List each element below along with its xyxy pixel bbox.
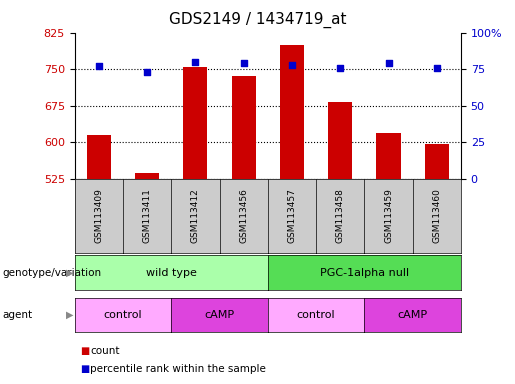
Bar bbox=[232, 76, 256, 179]
Text: genotype/variation: genotype/variation bbox=[3, 268, 101, 278]
Text: GSM113459: GSM113459 bbox=[384, 189, 393, 243]
Point bbox=[191, 59, 199, 65]
Text: GSM113456: GSM113456 bbox=[239, 189, 248, 243]
Bar bbox=[183, 67, 208, 179]
Point bbox=[384, 60, 392, 66]
Text: cAMP: cAMP bbox=[398, 310, 427, 320]
Text: GSM113458: GSM113458 bbox=[336, 189, 345, 243]
Text: percentile rank within the sample: percentile rank within the sample bbox=[90, 364, 266, 374]
Point bbox=[336, 65, 345, 71]
Text: agent: agent bbox=[3, 310, 32, 320]
Text: GSM113460: GSM113460 bbox=[432, 189, 441, 243]
Text: ▶: ▶ bbox=[66, 310, 73, 320]
Text: count: count bbox=[90, 346, 119, 356]
Point bbox=[288, 62, 296, 68]
Text: cAMP: cAMP bbox=[204, 310, 234, 320]
Point bbox=[433, 65, 441, 71]
Text: wild type: wild type bbox=[146, 268, 197, 278]
Text: GSM113411: GSM113411 bbox=[143, 189, 151, 243]
Text: GDS2149 / 1434719_at: GDS2149 / 1434719_at bbox=[169, 12, 346, 28]
Text: PGC-1alpha null: PGC-1alpha null bbox=[320, 268, 409, 278]
Bar bbox=[376, 133, 401, 179]
Point bbox=[239, 60, 248, 66]
Text: control: control bbox=[297, 310, 335, 320]
Point bbox=[143, 69, 151, 75]
Text: ▶: ▶ bbox=[66, 268, 73, 278]
Bar bbox=[135, 173, 159, 179]
Text: control: control bbox=[104, 310, 142, 320]
Text: GSM113412: GSM113412 bbox=[191, 189, 200, 243]
Text: GSM113409: GSM113409 bbox=[94, 189, 104, 243]
Text: ■: ■ bbox=[80, 346, 89, 356]
Point bbox=[95, 63, 103, 69]
Text: ■: ■ bbox=[80, 364, 89, 374]
Bar bbox=[280, 45, 304, 179]
Text: GSM113457: GSM113457 bbox=[287, 189, 297, 243]
Bar bbox=[87, 135, 111, 179]
Bar bbox=[328, 102, 352, 179]
Bar bbox=[425, 144, 449, 179]
